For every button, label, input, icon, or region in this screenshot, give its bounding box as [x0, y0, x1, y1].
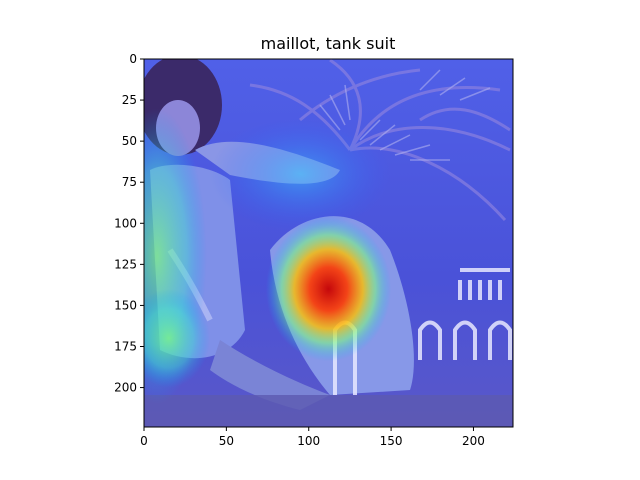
x-tick-label: 200 — [462, 434, 485, 448]
image-area — [144, 59, 513, 427]
x-tick-label: 150 — [380, 434, 403, 448]
heat-hotspot — [209, 116, 392, 232]
heat-hotspot — [144, 289, 210, 388]
ground — [144, 395, 513, 427]
y-tick-label: 25 — [122, 93, 137, 107]
y-tick-label: 100 — [114, 216, 137, 230]
x-tick-label: 100 — [297, 434, 320, 448]
y-tick-label: 150 — [114, 298, 137, 312]
leg-lower — [210, 340, 330, 410]
y-tick-label: 125 — [114, 257, 137, 271]
palm-fronds-light — [319, 69, 491, 161]
image-frame — [143, 58, 514, 428]
x-tick-label: 0 — [140, 434, 148, 448]
y-tick-label: 175 — [114, 340, 137, 354]
chart-title: maillot, tank suit — [261, 34, 396, 53]
attention-heatmap — [144, 108, 392, 404]
y-axis: 0 25 50 75 100 125 150 175 200 — [114, 52, 144, 395]
x-axis: 0 50 100 150 200 — [140, 427, 485, 448]
y-tick-label: 200 — [114, 381, 137, 395]
heat-hotspot — [265, 216, 392, 362]
y-tick-label: 75 — [122, 175, 137, 189]
y-tick-label: 50 — [122, 134, 137, 148]
y-tick-label: 0 — [129, 52, 137, 66]
x-tick-label: 50 — [219, 434, 234, 448]
